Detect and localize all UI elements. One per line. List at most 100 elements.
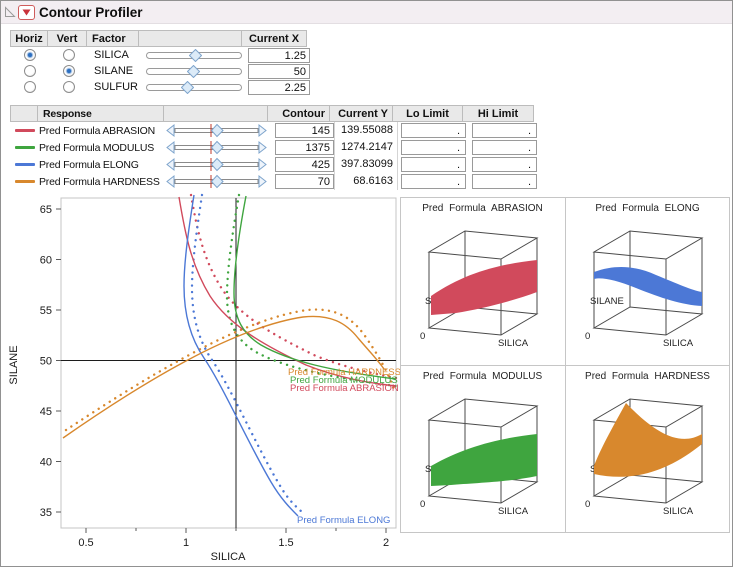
hardness-lo-limit-input[interactable]: . [401, 174, 466, 189]
origin-label: 0 [420, 499, 425, 510]
elong-surface-plot: SILANE 0 SILICA [585, 230, 703, 349]
sulfur-current-x-input[interactable]: 2.25 [248, 79, 310, 95]
response-table: Response Contour Current Y Lo Limit Hi L… [10, 105, 540, 190]
origin-label: 0 [585, 499, 590, 510]
col-hi-limit: Hi Limit [462, 105, 534, 122]
abrasion-surface-plot: SILANE 0 SILICA [420, 230, 538, 349]
x-tick-1.5: 1.5 [278, 537, 293, 549]
y-tick-45: 45 [40, 406, 52, 418]
silica-slider[interactable] [146, 48, 242, 63]
slider-thumb[interactable] [189, 48, 202, 62]
abrasion-current-y: 139.55088 [334, 122, 398, 139]
silica-current-x-input[interactable]: 1.25 [248, 47, 310, 63]
silane-current-x-input[interactable]: 50 [248, 63, 310, 79]
silica-vert-radio[interactable] [63, 49, 75, 61]
factor-row-silane: SILANE 50 [11, 63, 312, 79]
sulfur-slider[interactable] [146, 80, 242, 95]
surface-cell-modulus: Pred Formula MODULUS SILANE 0 SILICA [401, 366, 564, 532]
abrasion-contour-slider[interactable] [166, 123, 267, 138]
col-contour: Contour [267, 105, 330, 122]
y-axis-label: SILANE [8, 345, 20, 384]
origin-label: 0 [585, 331, 590, 342]
contour-plot[interactable]: Pred Formula HARDNESS Pred Formula MODUL… [1, 193, 401, 567]
hardness-hi-limit-input[interactable]: . [472, 174, 537, 189]
modulus-current-y: 1274.2147 [334, 139, 398, 156]
response-row-modulus: Pred Formula MODULUS 1375 1274.2147 . . [11, 139, 540, 156]
abrasion-surface [431, 260, 537, 315]
response-row-elong: Pred Formula ELONG 425 397.83099 . . [11, 156, 540, 173]
modulus-curve-label: Pred Formula MODULUS [290, 375, 398, 386]
elong-contour-curve[interactable] [183, 194, 299, 517]
modulus-contour-input[interactable]: 1375 [275, 140, 334, 155]
modulus-contour-curve[interactable] [233, 195, 397, 380]
factor-table: Horiz Vert Factor Current X SILICA 1.25 … [10, 30, 312, 95]
col-current-y: Current Y [329, 105, 393, 122]
modulus-contour-slider[interactable] [166, 140, 267, 155]
x-tick-1: 1 [183, 537, 189, 549]
col-swatch [10, 105, 38, 122]
surface-plots-panel: Pred Formula ABRASION SILANE 0 SILICA Pr… [400, 197, 730, 533]
abrasion-contour-input[interactable]: 145 [275, 123, 334, 138]
modulus-hi-limit-input[interactable]: . [472, 140, 537, 155]
surface-cell-elong: Pred Formula ELONG SILANE 0 SILICA [566, 198, 729, 364]
factor-name: SILANE [94, 65, 134, 77]
factor-name: SILICA [94, 49, 129, 61]
modulus-lo-limit-input[interactable]: . [401, 140, 466, 155]
silane-horiz-radio[interactable] [24, 65, 36, 77]
modulus-color-swatch [15, 146, 35, 149]
response-name: Pred Formula HARDNESS [39, 175, 160, 188]
y-tick-35: 35 [40, 507, 52, 519]
slider-track[interactable] [146, 83, 242, 91]
red-triangle-menu-button[interactable] [18, 4, 35, 20]
factor-row-silica: SILICA 1.25 [11, 47, 312, 63]
x-axis-label: SILICA [663, 338, 694, 349]
abrasion-hi-limit-input[interactable]: . [472, 123, 537, 138]
hardness-contour-curve[interactable] [62, 315, 385, 439]
hardness-current-y: 68.6163 [334, 173, 398, 190]
elong-hi-limit-input[interactable]: . [472, 157, 537, 172]
abrasion-color-swatch [15, 129, 35, 132]
hardness-surface-plot: SILANE 0 SILICA [585, 398, 703, 517]
sulfur-horiz-radio[interactable] [24, 81, 36, 93]
slider-thumb[interactable] [210, 174, 224, 189]
response-table-header: Response Contour Current Y Lo Limit Hi L… [10, 105, 540, 122]
red-triangle-icon [22, 9, 31, 15]
slider-thumb[interactable] [187, 64, 200, 78]
elong-color-swatch [15, 163, 35, 166]
silica-horiz-radio[interactable] [24, 49, 36, 61]
elong-contour-slider[interactable] [166, 157, 267, 172]
elong-curve-label: Pred Formula ELONG [297, 515, 390, 526]
surface-title: Pred Formula ELONG [595, 203, 700, 214]
y-tick-65: 65 [40, 204, 52, 216]
sulfur-vert-radio[interactable] [63, 81, 75, 93]
hardness-contour-input[interactable]: 70 [275, 174, 334, 189]
z-axis-label: SILANE [590, 296, 624, 307]
silane-vert-radio[interactable] [63, 65, 75, 77]
response-name: Pred Formula MODULUS [39, 141, 155, 154]
y-tick-40: 40 [40, 457, 52, 469]
abrasion-curve-label: Pred Formula ABRASION [290, 383, 399, 394]
surface-title: Pred Formula HARDNESS [585, 371, 710, 382]
y-axis-ticks [56, 208, 61, 513]
slider-thumb[interactable] [210, 157, 224, 172]
slider-thumb[interactable] [210, 140, 224, 155]
elong-current-y: 397.83099 [334, 156, 398, 173]
elong-contour-input[interactable]: 425 [275, 157, 334, 172]
response-name: Pred Formula ABRASION [39, 124, 156, 137]
slider-thumb[interactable] [181, 80, 194, 94]
x-axis-label: SILICA [663, 506, 694, 517]
surface-title: Pred Formula MODULUS [422, 371, 543, 382]
abrasion-lo-limit-input[interactable]: . [401, 123, 466, 138]
col-lo-limit: Lo Limit [392, 105, 463, 122]
panel-divider-horizontal [401, 365, 729, 366]
slider-thumb[interactable] [210, 123, 224, 138]
col-vert: Vert [47, 30, 87, 47]
disclosure-triangle-icon[interactable] [4, 6, 16, 18]
hardness-contour-slider[interactable] [166, 174, 267, 189]
y-tick-55: 55 [40, 305, 52, 317]
x-tick-2: 2 [383, 537, 389, 549]
col-factor: Factor [86, 30, 139, 47]
elong-lo-limit-input[interactable]: . [401, 157, 466, 172]
silane-slider[interactable] [146, 64, 242, 79]
